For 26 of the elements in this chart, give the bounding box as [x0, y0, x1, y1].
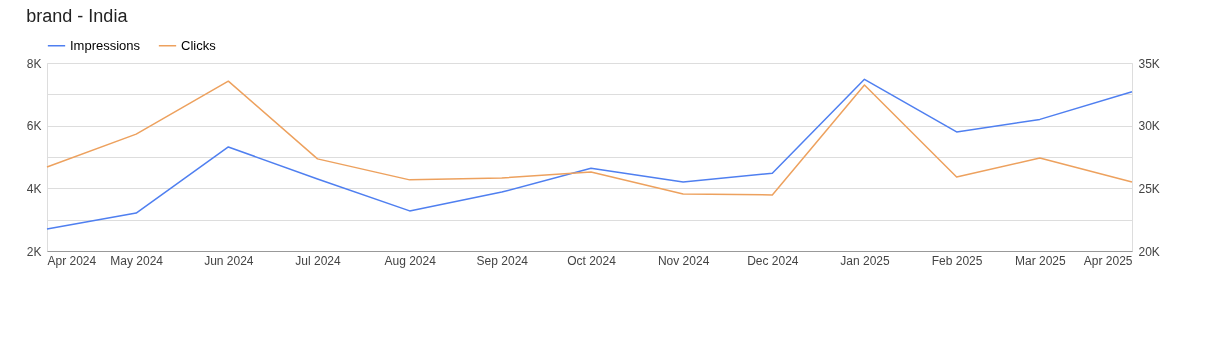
x-tick-label: Sep 2024 — [476, 253, 529, 268]
y2-tick-label: 20K — [1138, 244, 1160, 259]
x-tick-label: Oct 2024 — [567, 253, 617, 268]
y-tick-label: 6K — [26, 119, 42, 134]
x-tick-label: Feb 2025 — [931, 253, 983, 268]
y2-tick-label: 25K — [1138, 181, 1160, 196]
x-tick-label: Aug 2024 — [384, 253, 437, 268]
x-tick-label: Mar 2025 — [1015, 253, 1067, 268]
x-tick-label: Jun 2024 — [204, 253, 254, 268]
y2-tick-label: 30K — [1138, 119, 1160, 134]
legend-label: Impressions — [70, 37, 141, 53]
x-tick-label: Jul 2024 — [295, 253, 342, 268]
legend-label: Clicks — [181, 37, 217, 53]
y-tick-label: 4K — [26, 181, 42, 196]
y2-tick-label: 35K — [1138, 56, 1160, 71]
x-tick-label: Jan 2025 — [840, 253, 890, 268]
y-tick-label: 2K — [26, 244, 42, 259]
x-tick-label: Apr 2024 — [47, 253, 97, 268]
y-tick-label: 8K — [26, 56, 42, 71]
x-tick-label: Nov 2024 — [657, 253, 710, 268]
line-series — [46, 78, 1133, 230]
line-series — [46, 80, 1133, 196]
x-tick-label: Apr 2025 — [1083, 253, 1133, 268]
x-tick-label: Dec 2024 — [747, 253, 799, 268]
x-tick-label: May 2024 — [110, 253, 164, 268]
chart-title: brand - India — [26, 6, 129, 26]
